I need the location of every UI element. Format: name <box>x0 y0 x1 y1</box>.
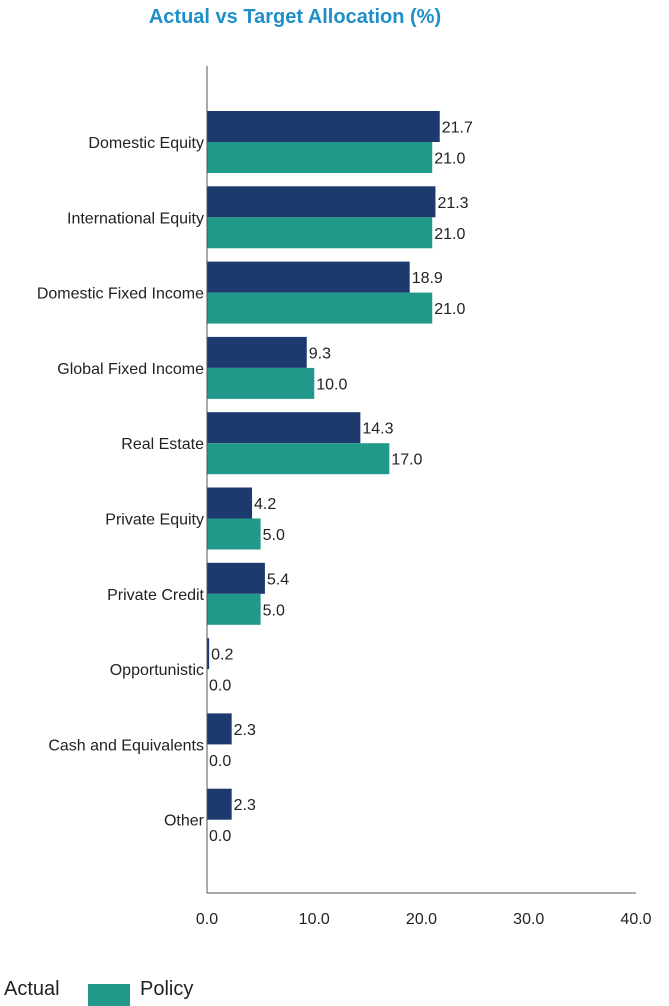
bar-policy-domestic-equity <box>207 142 433 173</box>
bar-actual-domestic-equity <box>207 111 440 142</box>
legend-label-policy: Policy <box>140 978 194 1000</box>
category-label-cash-and-equivalents: Cash and Equivalents <box>48 737 204 754</box>
data-label-actual-domestic-fixed-income: 18.9 <box>412 270 443 287</box>
category-label-other: Other <box>164 813 205 830</box>
bar-actual-private-credit <box>207 562 265 594</box>
category-label-international-equity: International Equity <box>67 210 204 227</box>
data-label-actual-opportunistic: 0.2 <box>211 647 233 664</box>
data-label-actual-international-equity: 21.3 <box>437 195 468 212</box>
x-tick-label-3: 30.0 <box>513 911 544 928</box>
category-label-private-equity: Private Equity <box>105 512 204 529</box>
x-tick-label-1: 10.0 <box>299 911 330 928</box>
chart-plot: 21.7 21.0 Domestic Equity 21.3 21.0 Internati… <box>37 66 652 928</box>
bar-actual-domestic-fixed-income <box>207 261 410 293</box>
data-label-actual-other: 2.3 <box>234 797 256 814</box>
legend-label-actual: Actual <box>4 978 60 1000</box>
bar-actual-real-estate <box>207 412 361 444</box>
data-label-policy-global-fixed-income: 10.0 <box>316 376 347 393</box>
bar-policy-domestic-fixed-income <box>207 292 433 324</box>
legend-swatch-policy <box>88 984 130 1006</box>
bar-actual-global-fixed-income <box>207 336 307 368</box>
chart-title: Actual vs Target Allocation (%) <box>148 6 442 28</box>
bar-actual-international-equity <box>207 186 436 218</box>
data-label-actual-cash-and-equivalents: 2.3 <box>234 722 256 739</box>
category-label-domestic-equity: Domestic Equity <box>88 135 204 152</box>
bar-actual-opportunistic <box>207 638 210 670</box>
data-label-policy-cash-and-equivalents: 0.0 <box>209 753 231 770</box>
category-label-private-credit: Private Credit <box>107 587 204 604</box>
category-label-real-estate: Real Estate <box>121 436 204 453</box>
category-label-opportunistic: Opportunistic <box>110 662 204 679</box>
data-label-policy-international-equity: 21.0 <box>434 226 465 243</box>
x-tick-label-2: 20.0 <box>406 911 437 928</box>
bar-policy-private-credit <box>207 593 261 625</box>
bar-policy-real-estate <box>207 443 390 475</box>
bar-actual-other <box>207 788 232 820</box>
bar-actual-private-equity <box>207 487 253 519</box>
data-label-actual-private-equity: 4.2 <box>254 496 276 513</box>
data-label-policy-domestic-fixed-income: 21.0 <box>434 301 465 318</box>
bar-policy-international-equity <box>207 217 433 249</box>
bar-actual-cash-and-equivalents <box>207 713 232 745</box>
x-tick-label-4: 40.0 <box>620 911 651 928</box>
data-label-policy-other: 0.0 <box>209 828 231 845</box>
data-label-actual-global-fixed-income: 9.3 <box>309 345 331 362</box>
bar-policy-global-fixed-income <box>207 367 315 399</box>
data-label-policy-private-credit: 5.0 <box>263 602 285 619</box>
data-label-policy-private-equity: 5.0 <box>263 527 285 544</box>
data-label-actual-domestic-equity: 21.7 <box>442 120 473 137</box>
x-tick-label-0: 0.0 <box>196 911 218 928</box>
category-label-domestic-fixed-income: Domestic Fixed Income <box>37 286 204 303</box>
data-label-policy-opportunistic: 0.0 <box>209 678 231 695</box>
category-label-global-fixed-income: Global Fixed Income <box>57 361 204 378</box>
data-label-policy-domestic-equity: 21.0 <box>434 151 465 168</box>
data-label-actual-real-estate: 14.3 <box>362 421 393 438</box>
data-label-policy-real-estate: 17.0 <box>391 452 422 469</box>
data-label-actual-private-credit: 5.4 <box>267 571 289 588</box>
bar-policy-private-equity <box>207 518 261 550</box>
